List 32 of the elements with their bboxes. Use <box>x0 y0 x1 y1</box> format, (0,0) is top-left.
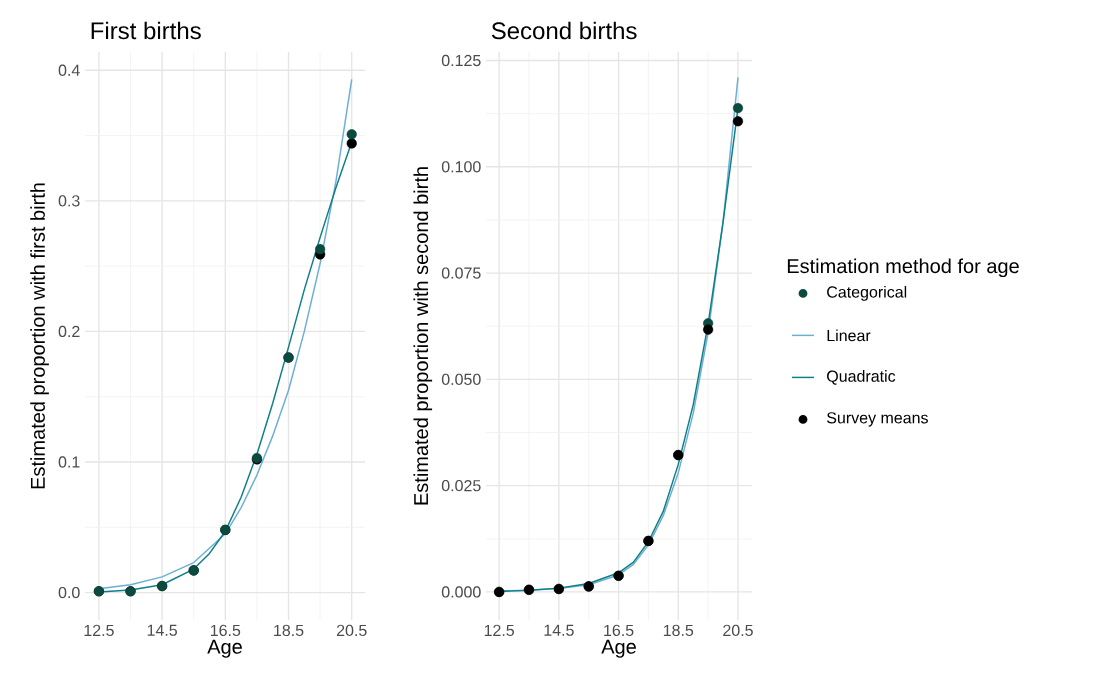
y-tick-label: 0.1 <box>58 456 80 468</box>
x-tick-label: 20.5 <box>723 624 753 637</box>
y-tick-label: 0.075 <box>441 267 481 279</box>
x-tick-label: 12.5 <box>484 624 515 637</box>
legend-title: Estimation method for age <box>787 258 1019 278</box>
x-tick-label: 20.5 <box>336 624 367 637</box>
x-tick-label: 14.5 <box>147 624 177 636</box>
x-axis-title: Age <box>601 639 636 658</box>
y-tick-label: 0.2 <box>58 325 80 338</box>
y-tick-label: 0.000 <box>441 586 481 598</box>
y-tick-label: 0.025 <box>441 479 481 492</box>
legend-label: Quadratic <box>827 370 896 385</box>
x-tick-label: 18.5 <box>663 624 694 637</box>
legend-label: Survey means <box>827 412 928 427</box>
legend-label: Categorical <box>827 285 907 301</box>
y-tick-label: 0.050 <box>441 373 481 386</box>
y-tick-label: 0.0 <box>58 586 80 599</box>
x-tick-label: 16.5 <box>210 624 241 637</box>
chart-title: Second births <box>491 21 637 40</box>
y-axis-title: Estimated proportion with first birth <box>30 183 49 489</box>
x-tick-label: 16.5 <box>604 624 634 637</box>
legend-label: Linear <box>827 329 871 342</box>
y-tick-label: 0.4 <box>58 64 80 76</box>
x-tick-label: 12.5 <box>84 624 114 637</box>
y-tick-label: 0.100 <box>441 161 481 173</box>
x-tick-label: 14.5 <box>544 624 574 636</box>
x-tick-label: 18.5 <box>274 624 304 637</box>
x-axis-title: Age <box>207 639 242 658</box>
y-tick-label: 0.125 <box>441 54 481 67</box>
y-axis-title: Estimated proportion with second birth <box>413 167 433 505</box>
chart-title: First births <box>91 21 201 40</box>
y-tick-label: 0.3 <box>58 195 80 207</box>
